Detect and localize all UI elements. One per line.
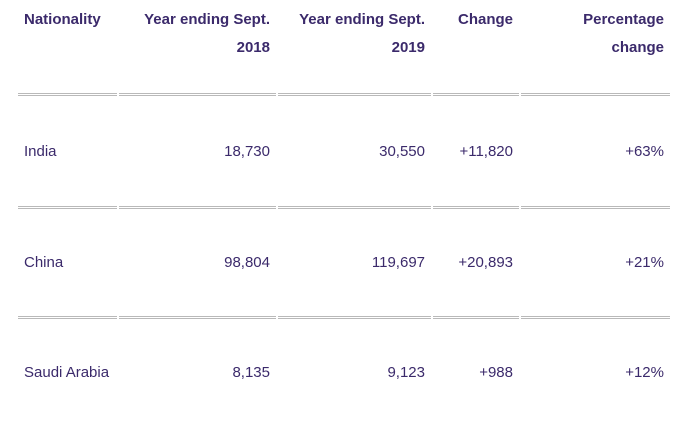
cell-year-2018: 8,135 (119, 316, 276, 426)
header-nationality: Nationality (18, 0, 117, 96)
table-row: India 18,730 30,550 +11,820 +63% (18, 96, 670, 206)
header-year-2018-line1: Year ending Sept. (144, 11, 270, 28)
cell-change: +20,893 (433, 206, 519, 316)
cell-year-2018: 98,804 (119, 206, 276, 316)
table-row: Saudi Arabia 8,135 9,123 +988 +12% (18, 316, 670, 426)
header-percentage-line2: change (611, 39, 664, 56)
header-year-2019: Year ending Sept. 2019 (278, 0, 431, 96)
nationality-table: Nationality Year ending Sept. 2018 Year … (16, 0, 672, 426)
table-row: China 98,804 119,697 +20,893 +21% (18, 206, 670, 316)
header-percentage-line1: Percentage (583, 11, 664, 28)
cell-year-2019: 30,550 (379, 142, 425, 160)
cell-change: +988 (433, 316, 519, 426)
cell-nationality: China (18, 206, 117, 316)
cell-change: +11,820 (459, 142, 513, 160)
header-year-2019-line2: 2019 (391, 39, 425, 56)
header-year-2018: Year ending Sept. 2018 (119, 0, 276, 96)
cell-percentage-change: +12% (521, 316, 670, 426)
header-year-2018-line2: 2018 (236, 39, 270, 56)
header-nationality-label: Nationality (24, 11, 101, 28)
header-year-2019-line1: Year ending Sept. (299, 11, 425, 28)
header-percentage-change: Percentage change (521, 0, 670, 96)
cell-percentage-change: +63% (625, 142, 664, 160)
cell-year-2019: 9,123 (278, 316, 431, 426)
table-header-row: Nationality Year ending Sept. 2018 Year … (18, 0, 670, 96)
header-change-label: Change (457, 11, 513, 28)
cell-percentage-change: +21% (521, 206, 670, 316)
cell-nationality: Saudi Arabia (18, 316, 117, 426)
header-change: Change (433, 0, 519, 96)
cell-nationality: India (24, 142, 57, 160)
cell-year-2018: 18,730 (224, 142, 270, 160)
cell-year-2019: 119,697 (278, 206, 431, 316)
